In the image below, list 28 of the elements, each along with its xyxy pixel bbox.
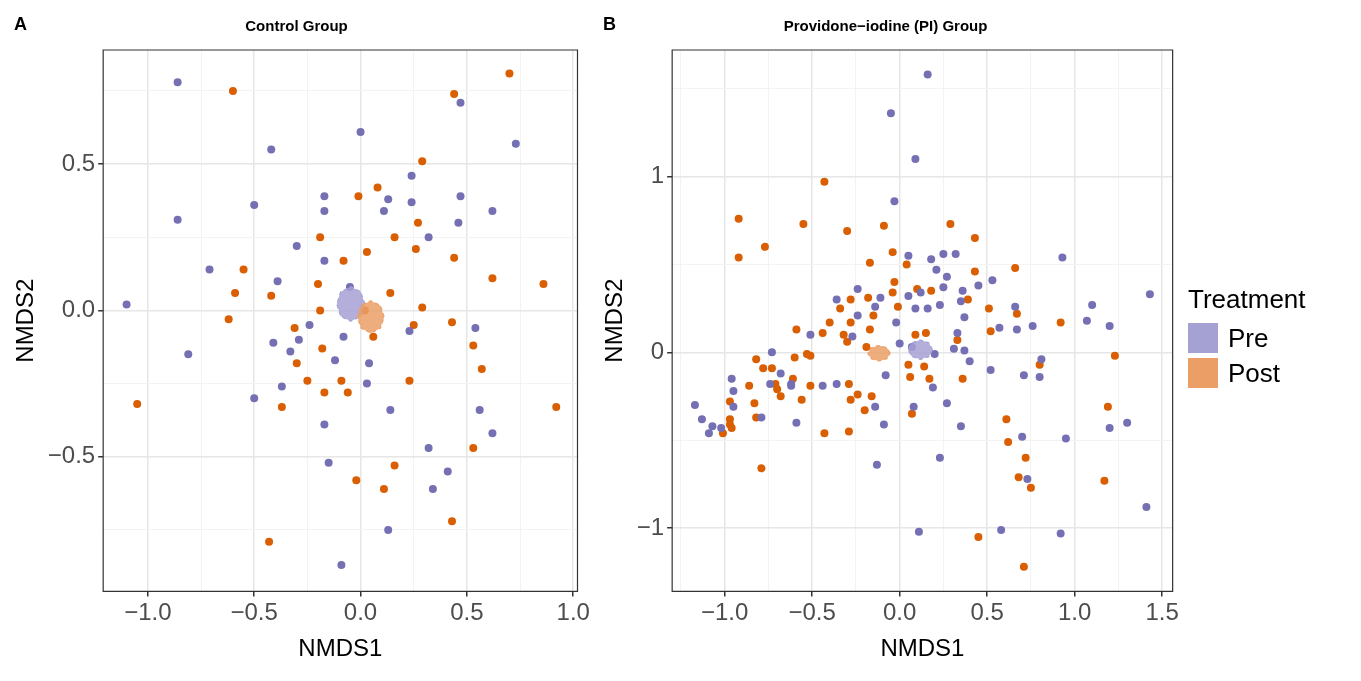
y-axis-title: NMDS2 (600, 278, 628, 363)
x-tick-label: 1.5 (1145, 598, 1179, 626)
text: B (603, 14, 616, 35)
y-tick-label: 0.0 (61, 295, 96, 323)
x-tick-label: 0.5 (970, 598, 1004, 626)
y-axis-title: NMDS2 (11, 278, 39, 363)
y-tick-label: 0.5 (61, 148, 96, 176)
x-tick-label: −1.0 (700, 598, 749, 626)
x-tick-label: 1.0 (556, 598, 590, 626)
y-tick-label: −1 (636, 512, 665, 540)
x-tick-label: 1.0 (1057, 598, 1092, 626)
x-tick-label: −0.5 (230, 598, 278, 626)
x-axis-title: NMDS1 (298, 634, 383, 662)
chart-title: Control Group (245, 17, 348, 35)
x-tick-label: −1.0 (124, 598, 172, 626)
x-tick-label: 0.0 (343, 598, 378, 626)
y-tick-label: −0.5 (47, 441, 96, 469)
x-tick-label: −0.5 (788, 598, 836, 626)
text: A (14, 14, 27, 35)
y-tick-label: 0 (650, 336, 665, 364)
x-tick-label: 0.0 (882, 598, 917, 626)
chart-title: Providone−iodine (PI) Group (783, 17, 988, 35)
legend-label: Post (1228, 357, 1281, 389)
y-tick-label: 1 (650, 161, 665, 189)
x-tick-label: 0.5 (450, 598, 484, 626)
legend-label: Pre (1228, 322, 1269, 354)
x-axis-title: NMDS1 (880, 634, 965, 662)
legend-title: Treatment (1188, 283, 1306, 315)
